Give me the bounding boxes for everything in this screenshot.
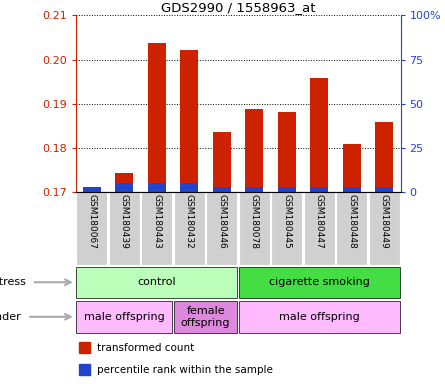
Bar <box>76 192 108 265</box>
Text: GSM180448: GSM180448 <box>347 194 356 249</box>
Bar <box>206 192 238 265</box>
Bar <box>115 183 134 192</box>
Text: female
offspring: female offspring <box>181 306 231 328</box>
Bar <box>148 183 166 192</box>
Bar <box>278 187 296 192</box>
Bar <box>109 192 140 265</box>
Bar <box>375 187 393 192</box>
Bar <box>245 187 263 192</box>
Bar <box>213 187 231 192</box>
Text: percentile rank within the sample: percentile rank within the sample <box>97 364 273 374</box>
Text: GSM180447: GSM180447 <box>315 194 324 249</box>
Text: GSM180078: GSM180078 <box>250 194 259 249</box>
Bar <box>271 192 303 265</box>
Bar <box>79 364 90 375</box>
Bar <box>115 174 134 192</box>
Bar <box>76 301 173 333</box>
Bar <box>180 183 198 192</box>
Text: GSM180067: GSM180067 <box>87 194 97 249</box>
Bar <box>141 192 173 265</box>
Bar <box>310 187 328 192</box>
Text: male offspring: male offspring <box>279 312 360 322</box>
Text: cigarette smoking: cigarette smoking <box>269 277 370 287</box>
Bar <box>239 192 270 265</box>
Bar <box>213 132 231 192</box>
Title: GDS2990 / 1558963_at: GDS2990 / 1558963_at <box>161 1 316 14</box>
Text: GSM180445: GSM180445 <box>282 194 291 249</box>
Bar <box>83 187 101 192</box>
Bar <box>303 192 335 265</box>
Bar <box>180 50 198 192</box>
Text: control: control <box>138 277 176 287</box>
Bar <box>174 301 238 333</box>
Bar <box>343 144 361 192</box>
Bar <box>368 192 400 265</box>
Bar <box>310 78 328 192</box>
Text: GSM180439: GSM180439 <box>120 194 129 249</box>
Text: GSM180443: GSM180443 <box>152 194 162 249</box>
Text: gender: gender <box>0 312 21 322</box>
Bar <box>245 109 263 192</box>
Bar <box>83 187 101 192</box>
Text: GSM180432: GSM180432 <box>185 194 194 249</box>
Bar <box>148 43 166 192</box>
Bar <box>239 267 400 298</box>
Text: GSM180446: GSM180446 <box>217 194 227 249</box>
Text: GSM180449: GSM180449 <box>380 194 389 249</box>
Text: transformed count: transformed count <box>97 343 194 353</box>
Bar <box>375 122 393 192</box>
Bar <box>336 192 368 265</box>
Bar <box>343 187 361 192</box>
Text: male offspring: male offspring <box>84 312 165 322</box>
Bar <box>174 192 205 265</box>
Bar <box>278 112 296 192</box>
Bar <box>239 301 400 333</box>
Text: stress: stress <box>0 277 27 287</box>
Bar <box>79 342 90 353</box>
Bar <box>76 267 238 298</box>
